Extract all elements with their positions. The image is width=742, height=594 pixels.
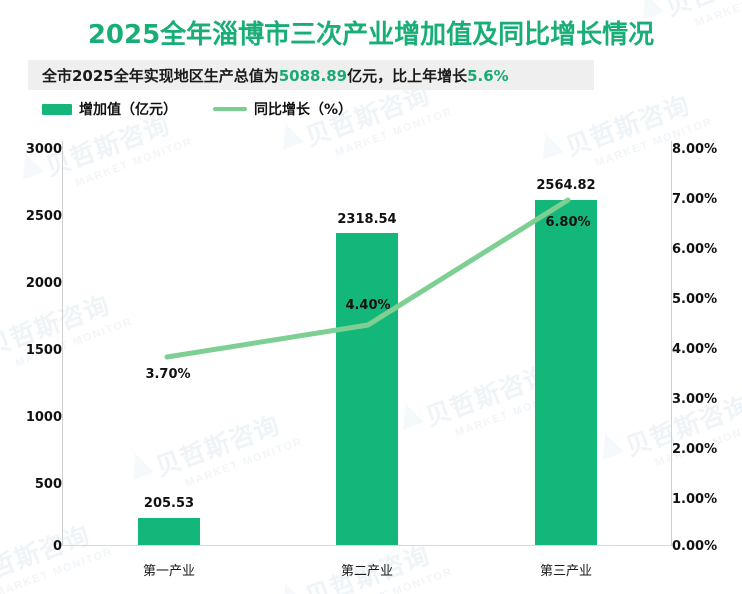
subtitle-prefix: 全市2025全年实现地区生产总值为 xyxy=(42,66,279,85)
bar-value-label: 205.53 xyxy=(143,496,195,511)
subtitle-text: 全市2025全年实现地区生产总值为5088.89亿元，比上年增长5.6% xyxy=(28,65,509,86)
x-category-label: 第一产业 xyxy=(142,564,195,579)
y-tick-right: 0.00% xyxy=(672,539,718,554)
subtitle-growth-value: 5.6% xyxy=(467,66,509,85)
y-tick-right: 2.00% xyxy=(672,442,718,457)
legend-bar-swatch-icon xyxy=(42,103,72,115)
y-tick-right: 5.00% xyxy=(672,292,718,307)
chart-legend: 增加值（亿元） 同比增长（%） xyxy=(42,99,352,119)
y-axis-right-line xyxy=(671,141,672,546)
subtitle-banner: 全市2025全年实现地区生产总值为5088.89亿元，比上年增长5.6% xyxy=(28,60,594,90)
x-category-label: 第三产业 xyxy=(539,564,592,579)
bar-value-label: 2564.82 xyxy=(536,178,596,193)
x-axis-baseline xyxy=(62,545,672,546)
y-tick-left: 1000 xyxy=(25,410,62,425)
legend-item-label: 增加值（亿元） xyxy=(79,102,177,118)
bar-series-3[interactable] xyxy=(535,200,597,545)
bar-series-2[interactable] xyxy=(336,233,398,545)
bar-series-1[interactable] xyxy=(138,518,200,545)
y-tick-right: 7.00% xyxy=(672,192,718,207)
y-tick-right: 6.00% xyxy=(672,242,718,257)
x-category-label: 第二产业 xyxy=(340,564,393,579)
y-tick-left: 3000 xyxy=(25,142,62,157)
y-tick-left: 2000 xyxy=(25,276,62,291)
y-tick-right: 4.00% xyxy=(672,342,718,357)
legend-item-label: 同比增长（%） xyxy=(254,102,353,118)
legend-item-bar[interactable]: 增加值（亿元） xyxy=(42,99,177,119)
subtitle-middle: 亿元，比上年增长 xyxy=(347,66,468,85)
y-tick-left: 1500 xyxy=(25,343,62,358)
y-axis-left-labels: 3000 2500 2000 1500 1000 500 0 xyxy=(0,0,62,594)
y-tick-left: 500 xyxy=(34,477,62,492)
y-axis-left-line xyxy=(62,141,63,546)
legend-line-swatch-icon xyxy=(213,107,247,111)
line-value-label: 4.40% xyxy=(345,298,391,313)
y-tick-right: 1.00% xyxy=(672,492,718,507)
y-tick-right: 8.00% xyxy=(672,142,718,157)
y-tick-left: 0 xyxy=(52,539,62,554)
line-value-label: 6.80% xyxy=(545,215,591,230)
chart-title: 2025全年淄博市三次产业增加值及同比增长情况 xyxy=(87,20,655,50)
y-tick-right: 3.00% xyxy=(672,392,718,407)
bar-value-label: 2318.54 xyxy=(337,212,397,227)
line-value-label: 3.70% xyxy=(145,367,191,382)
y-axis-right-labels: 8.00% 7.00% 6.00% 5.00% 4.00% 3.00% 2.00… xyxy=(672,0,742,594)
subtitle-gdp-value: 5088.89 xyxy=(278,66,348,85)
y-tick-left: 2500 xyxy=(25,209,62,224)
legend-item-line[interactable]: 同比增长（%） xyxy=(213,99,352,119)
